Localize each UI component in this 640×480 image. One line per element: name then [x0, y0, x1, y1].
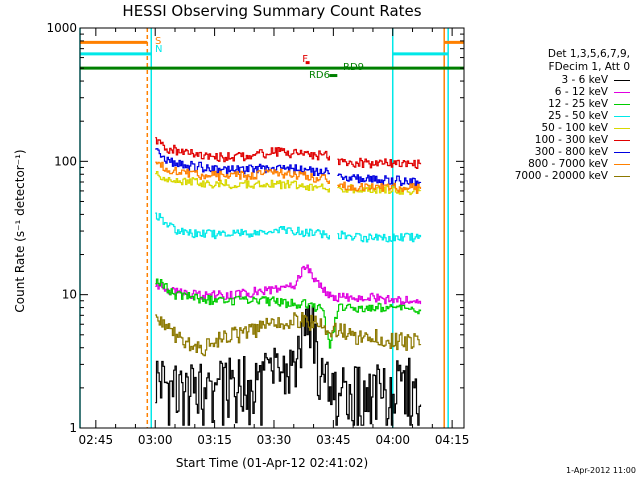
series-7-segment-1 — [337, 181, 422, 194]
series-4 — [155, 171, 422, 196]
legend-label: 12 - 25 keV — [548, 98, 608, 110]
state-label-4: RD6 — [309, 70, 330, 81]
series-3 — [155, 212, 422, 243]
y-axis-label: Count Rate (s⁻¹ detector⁻¹) — [13, 149, 27, 313]
legend-header-line-1: Det 1,3,5,6,7,9, — [547, 48, 630, 60]
legend-swatch — [614, 103, 630, 105]
x-tick-label-5: 04:00 — [375, 433, 410, 447]
x-tick-label-2: 03:15 — [197, 433, 232, 447]
legend-label: 100 - 300 keV — [534, 134, 608, 146]
legend-swatch — [614, 163, 630, 165]
legend-swatch — [614, 79, 630, 81]
legend-entry-6: 300 - 800 keV — [472, 146, 638, 158]
legend-entry-1: 6 - 12 keV — [472, 86, 638, 98]
legend-entry-4: 50 - 100 keV — [472, 122, 638, 134]
series-6-segment-0 — [155, 148, 330, 176]
y-tick-label-3: 1000 — [46, 21, 77, 35]
legend-label: 7000 - 20000 keV — [514, 170, 608, 182]
series-1 — [155, 264, 422, 306]
legend-entry-0: 3 - 6 keV — [472, 74, 638, 86]
legend-label: 800 - 7000 keV — [528, 158, 608, 170]
legend-label: 50 - 100 keV — [541, 122, 608, 134]
series-0 — [155, 305, 422, 426]
y-tick-label-0: 1 — [69, 421, 77, 435]
x-tick-label-4: 03:45 — [316, 433, 351, 447]
series-7 — [155, 161, 422, 194]
x-axis-label: Start Time (01-Apr-12 02:41:02) — [175, 456, 369, 470]
legend-label: 6 - 12 keV — [554, 86, 608, 98]
series-5 — [155, 137, 422, 169]
series-3-segment-0 — [155, 212, 330, 240]
series-5-segment-0 — [155, 137, 330, 163]
state-label-1: N — [155, 44, 162, 55]
legend-label: 3 - 6 keV — [561, 74, 608, 86]
legend-swatch — [614, 115, 630, 117]
legend-entry-5: 100 - 300 keV — [472, 134, 638, 146]
series-3-segment-1 — [337, 230, 422, 243]
series-8-segment-0 — [155, 312, 422, 357]
legend-swatch — [614, 175, 630, 177]
x-tick-label-1: 03:00 — [138, 433, 173, 447]
legend-swatch — [614, 139, 630, 141]
legend-label: 300 - 800 keV — [534, 146, 608, 158]
series-6 — [155, 148, 422, 187]
legend-swatch — [614, 127, 630, 129]
series-7-segment-0 — [155, 161, 330, 184]
x-tick-label-3: 03:30 — [257, 433, 292, 447]
series-1-segment-0 — [155, 264, 422, 306]
series-2 — [155, 278, 422, 349]
footer-date: 1-Apr-2012 11:00 — [566, 466, 636, 475]
legend-entry-7: 800 - 7000 keV — [472, 158, 638, 170]
legend: Det 1,3,5,6,7,9, FDecim 1, Att 0 3 - 6 k… — [472, 48, 638, 182]
legend-swatch — [614, 91, 630, 93]
state-label-3: F — [302, 54, 308, 65]
chart-title: HESSI Observing Summary Count Rates — [122, 2, 422, 20]
series-4-segment-0 — [155, 171, 330, 193]
y-tick-label-2: 100 — [54, 154, 77, 168]
legend-header-line-2: FDecim 1, Att 0 — [548, 61, 630, 73]
state-label-0: S — [155, 36, 161, 47]
series-2-segment-0 — [155, 278, 422, 349]
x-tick-label-6: 04:15 — [435, 433, 470, 447]
series-8 — [155, 312, 422, 357]
legend-entry-3: 25 - 50 keV — [472, 110, 638, 122]
y-tick-label-1: 10 — [62, 288, 77, 302]
legend-label: 25 - 50 keV — [548, 110, 608, 122]
series-0-segment-0 — [155, 305, 422, 426]
plot-frame — [79, 27, 465, 429]
legend-entry-8: 7000 - 20000 keV — [472, 170, 638, 182]
series-5-segment-1 — [337, 157, 422, 169]
legend-swatch — [614, 151, 630, 153]
x-tick-label-0: 02:45 — [79, 433, 114, 447]
series-6-segment-1 — [337, 173, 422, 187]
state-label-5: RD9 — [343, 62, 364, 73]
legend-entry-2: 12 - 25 keV — [472, 98, 638, 110]
